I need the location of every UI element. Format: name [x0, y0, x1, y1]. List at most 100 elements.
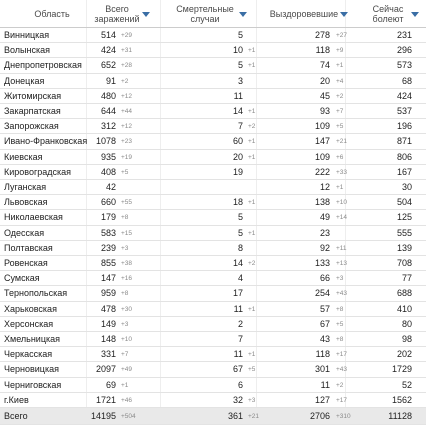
table-row: Харьковская 478 +30 11 +1 57 +8 410 — [0, 302, 426, 317]
deaths: 11 — [233, 349, 243, 360]
sort-arrow[interactable] — [411, 12, 419, 17]
recovered: 133 — [314, 258, 330, 268]
deaths: 4 — [237, 273, 243, 284]
deaths: 11 — [233, 90, 243, 101]
region: г.Киев — [4, 394, 29, 405]
total-delta: +44 — [121, 108, 133, 115]
deaths: 60 — [232, 136, 243, 147]
table-row: Житомирская 480 +12 11 45 +2 424 — [0, 89, 426, 104]
header-region[interactable]: Область — [34, 9, 70, 19]
active: 806 — [396, 151, 412, 162]
deaths: 8 — [237, 242, 243, 253]
total: 331 — [100, 349, 116, 360]
region: Луганская — [4, 182, 47, 192]
total: 312 — [100, 121, 116, 132]
region: Ровенская — [4, 258, 48, 268]
table-row: Донецкая 91 +2 3 20 +4 68 — [0, 74, 426, 89]
total-delta: +19 — [121, 153, 133, 161]
deaths: 3 — [237, 75, 243, 86]
active: 167 — [396, 166, 412, 177]
deaths: 32 — [232, 394, 243, 405]
table-row: Ивано-Франковская 1078 +23 60 +1 147 +21 871 — [0, 134, 426, 150]
deaths-delta: +2 — [248, 260, 256, 267]
recovered: 11 — [320, 379, 330, 390]
total: 424 — [100, 45, 116, 56]
active: 537 — [396, 106, 412, 116]
header-recovered[interactable]: Выздоровевшие — [269, 9, 339, 19]
total-delta: +16 — [121, 275, 133, 283]
recovered: 2706 — [309, 411, 330, 421]
deaths-delta: +1 — [248, 199, 256, 207]
recovered-delta: +17 — [336, 396, 348, 404]
recovered-delta: +21 — [336, 138, 348, 146]
deaths: 14 — [232, 258, 243, 268]
recovered-delta: +6 — [336, 153, 344, 161]
header-active[interactable]: Сейчас болеют — [372, 4, 404, 24]
deaths: 20 — [232, 151, 243, 162]
recovered-delta: +17 — [336, 351, 348, 359]
deaths: 17 — [232, 288, 243, 299]
recovered: 57 — [319, 303, 330, 314]
recovered-delta: +43 — [336, 366, 348, 374]
total: 959 — [100, 288, 116, 299]
sort-arrow[interactable] — [239, 12, 247, 17]
sort-arrow[interactable] — [340, 12, 348, 17]
recovered-delta: +2 — [336, 92, 344, 100]
recovered: 66 — [319, 273, 330, 284]
table-row: Всего 14195 +504 361 +21 2706 +310 11128 — [0, 408, 426, 425]
divider — [256, 0, 257, 425]
deaths: 5 — [237, 60, 243, 71]
recovered: 93 — [319, 106, 330, 116]
total-delta: +49 — [121, 366, 133, 374]
total-delta: +12 — [121, 92, 133, 100]
total-delta: +3 — [121, 320, 129, 328]
header-deaths[interactable]: Смертельные случаи — [176, 4, 234, 24]
total-delta: +8 — [121, 290, 129, 298]
active: 98 — [401, 334, 412, 344]
total-delta: +12 — [121, 123, 133, 131]
region: Сумская — [4, 273, 40, 284]
recovered: 45 — [319, 90, 330, 101]
total-delta: +504 — [121, 413, 136, 420]
recovered: 147 — [314, 136, 330, 147]
total-delta: +7 — [121, 351, 129, 359]
deaths-delta: +21 — [248, 413, 260, 420]
table-row: Запорожская 312 +12 7 +2 109 +5 196 — [0, 119, 426, 135]
recovered: 254 — [314, 288, 330, 299]
region: Закарпатская — [4, 106, 61, 116]
active: 139 — [396, 242, 412, 253]
deaths: 2 — [237, 318, 243, 329]
recovered-delta: +27 — [336, 32, 348, 39]
recovered: 127 — [314, 394, 330, 405]
deaths-delta: +1 — [248, 351, 256, 359]
recovered: 109 — [314, 151, 330, 162]
divider — [345, 0, 346, 425]
table-row: Кировоградская 408 +5 19 222 +33 167 — [0, 165, 426, 180]
recovered-delta: +4 — [336, 77, 344, 85]
table-row: Луганская 42 12 +1 30 — [0, 180, 426, 196]
total: 149 — [100, 318, 116, 329]
sort-arrow[interactable] — [142, 12, 150, 17]
deaths: 18 — [232, 197, 243, 208]
total-delta: +23 — [121, 138, 133, 146]
region: Ивано-Франковская — [4, 136, 88, 147]
region: Винницкая — [4, 30, 50, 40]
header-total[interactable]: Всего заражений — [94, 4, 140, 24]
table-row: Черкасская 331 +7 11 +1 118 +17 202 — [0, 347, 426, 363]
table-row: Закарпатская 644 +44 14 +1 93 +7 537 — [0, 104, 426, 120]
active: 1729 — [391, 364, 412, 375]
recovered: 118 — [315, 45, 330, 56]
recovered: 301 — [314, 364, 330, 375]
total: 408 — [100, 166, 116, 177]
table-row: Одесская 583 +15 5 +1 23 555 — [0, 226, 426, 241]
deaths-delta: +2 — [248, 123, 256, 131]
total: 42 — [105, 182, 116, 192]
recovered-delta: +2 — [336, 381, 344, 389]
active: 77 — [401, 273, 412, 284]
table-row: Херсонская 149 +3 2 67 +5 80 — [0, 317, 426, 332]
deaths: 361 — [227, 411, 243, 421]
deaths: 6 — [237, 379, 243, 390]
total-delta: +28 — [121, 62, 133, 70]
recovered-delta: +43 — [336, 290, 348, 298]
